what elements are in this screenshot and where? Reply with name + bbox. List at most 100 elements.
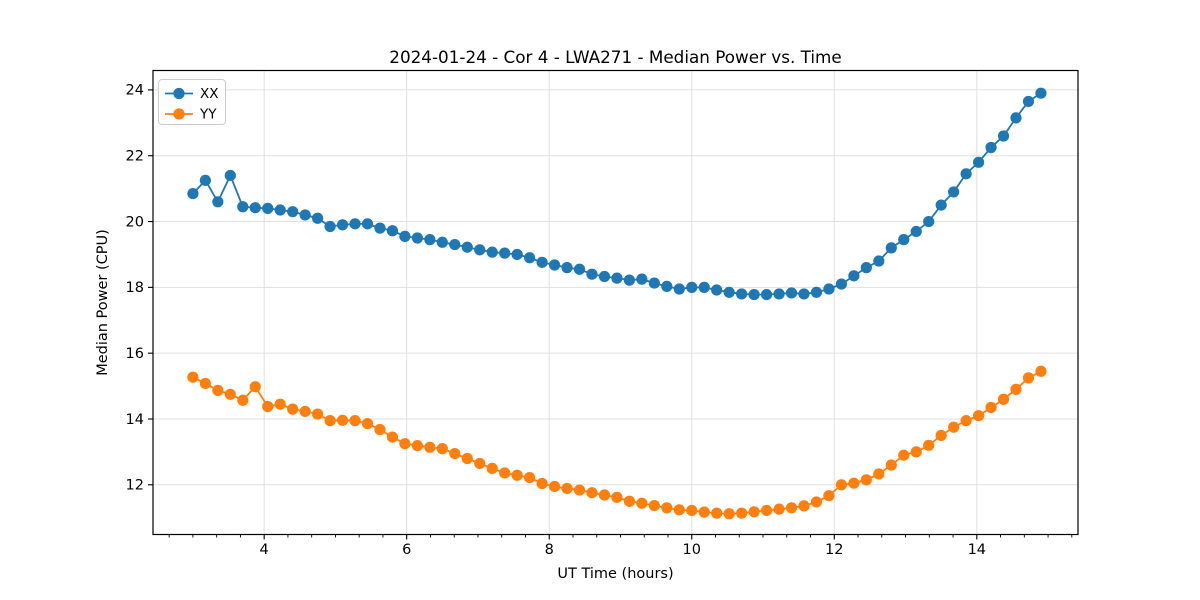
- data-point-yy: [361, 418, 374, 430]
- data-point-xx: [224, 169, 236, 182]
- data-point-yy: [474, 457, 486, 470]
- data-point-yy: [586, 487, 598, 499]
- data-point-yy: [561, 482, 573, 495]
- data-point-xx: [1035, 87, 1047, 99]
- data-point-yy: [187, 371, 199, 383]
- legend-marker-xx: [173, 87, 185, 100]
- data-point-xx: [561, 262, 573, 274]
- data-point-yy: [985, 401, 997, 414]
- x-tick-label: 12: [825, 542, 843, 558]
- data-point-yy: [511, 469, 523, 481]
- data-point-xx: [411, 232, 423, 244]
- data-point-yy: [312, 408, 324, 420]
- data-point-yy: [212, 384, 224, 396]
- data-point-yy: [748, 506, 760, 518]
- data-point-xx: [636, 273, 648, 285]
- data-point-xx: [598, 270, 611, 283]
- data-point-xx: [237, 201, 249, 213]
- data-point-yy: [374, 423, 386, 436]
- data-point-xx: [873, 255, 885, 267]
- data-point-yy: [798, 500, 810, 512]
- y-tick-label: 16: [126, 346, 144, 362]
- data-point-yy: [935, 429, 947, 442]
- data-point-yy: [499, 467, 511, 479]
- data-point-xx: [536, 256, 548, 268]
- data-point-yy: [823, 490, 835, 502]
- data-point-yy: [598, 489, 611, 501]
- legend-marker-yy: [173, 108, 185, 120]
- legend-label-yy: YY: [199, 107, 217, 123]
- y-tick-label: 14: [126, 412, 144, 428]
- y-tick-label: 12: [126, 478, 144, 494]
- data-point-xx: [910, 225, 922, 238]
- data-point-xx: [748, 289, 760, 301]
- data-point-yy: [199, 377, 211, 390]
- data-point-yy: [948, 421, 960, 433]
- x-tick-label: 6: [402, 542, 411, 558]
- data-point-yy: [760, 504, 773, 517]
- data-point-xx: [785, 287, 798, 299]
- x-tick-label: 8: [545, 542, 554, 558]
- x-tick-label: 10: [683, 542, 701, 558]
- data-point-yy: [262, 400, 274, 413]
- data-point-xx: [349, 218, 361, 230]
- data-point-yy: [461, 452, 473, 465]
- data-point-yy: [573, 484, 586, 496]
- data-point-yy: [287, 403, 299, 415]
- data-point-yy: [810, 496, 823, 508]
- data-point-xx: [798, 288, 810, 300]
- data-point-xx: [736, 288, 748, 300]
- data-point-xx: [336, 219, 349, 231]
- data-point-xx: [449, 238, 461, 251]
- data-point-yy: [274, 398, 286, 410]
- data-point-xx: [586, 268, 598, 280]
- data-point-xx: [436, 236, 448, 248]
- data-point-yy: [848, 477, 860, 489]
- data-point-yy: [349, 415, 361, 427]
- data-point-xx: [960, 168, 972, 180]
- y-tick-label: 24: [126, 83, 144, 99]
- data-point-xx: [698, 281, 710, 293]
- data-point-yy: [923, 439, 935, 451]
- data-point-yy: [711, 507, 723, 519]
- data-point-yy: [536, 477, 548, 490]
- data-point-yy: [736, 507, 748, 519]
- data-point-xx: [274, 204, 286, 216]
- data-point-xx: [810, 286, 823, 298]
- data-point-xx: [760, 289, 773, 301]
- data-point-xx: [399, 230, 411, 242]
- data-point-yy: [860, 474, 872, 486]
- data-point-xx: [199, 174, 211, 187]
- data-point-xx: [1010, 112, 1022, 124]
- data-point-xx: [848, 270, 860, 282]
- data-point-yy: [299, 405, 311, 418]
- data-point-xx: [860, 262, 872, 274]
- data-point-xx: [486, 246, 498, 258]
- data-point-xx: [673, 283, 685, 295]
- y-tick-label: 20: [126, 214, 144, 230]
- data-point-yy: [449, 447, 461, 460]
- data-point-yy: [436, 443, 448, 455]
- plot-border: [152, 69, 1079, 536]
- data-point-xx: [424, 234, 436, 246]
- data-point-xx: [312, 212, 324, 224]
- data-point-xx: [835, 278, 848, 290]
- data-point-yy: [686, 504, 698, 517]
- data-point-yy: [336, 414, 349, 426]
- data-point-xx: [324, 220, 336, 233]
- data-point-xx: [212, 196, 224, 208]
- legend: XX YY: [158, 79, 226, 125]
- data-point-yy: [1035, 365, 1047, 377]
- data-point-yy: [835, 479, 848, 491]
- data-point-xx: [611, 272, 623, 284]
- data-point-xx: [249, 202, 261, 214]
- data-point-yy: [224, 388, 236, 400]
- data-point-xx: [972, 156, 985, 168]
- chart-title: 2024-01-24 - Cor 4 - LWA271 - Median Pow…: [389, 47, 841, 67]
- data-point-xx: [299, 209, 311, 221]
- data-point-yy: [873, 468, 885, 480]
- data-point-xx: [997, 130, 1010, 142]
- data-point-xx: [661, 280, 673, 292]
- data-point-xx: [923, 215, 935, 228]
